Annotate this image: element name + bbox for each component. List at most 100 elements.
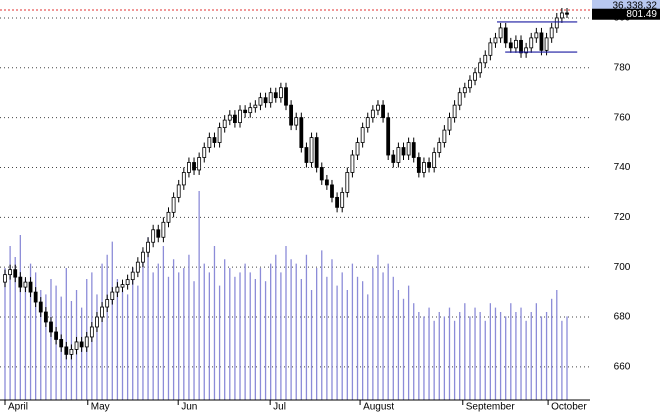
candle-body bbox=[69, 349, 74, 355]
candle-body bbox=[549, 27, 554, 39]
candle-body bbox=[524, 47, 529, 54]
candle-body bbox=[33, 291, 38, 303]
candle-body bbox=[64, 346, 69, 355]
candle-body bbox=[54, 331, 58, 340]
candle-body bbox=[452, 104, 457, 119]
candle-body bbox=[207, 137, 212, 148]
candle-body bbox=[473, 72, 477, 81]
candle-body bbox=[38, 301, 43, 313]
candle-body bbox=[268, 92, 273, 104]
candle-body bbox=[319, 167, 324, 181]
candle-body bbox=[84, 336, 89, 348]
candle-body bbox=[115, 286, 120, 293]
candle-body bbox=[304, 147, 309, 163]
candle-body bbox=[503, 27, 508, 44]
candle-body bbox=[519, 39, 523, 54]
y-tick-label: 780 bbox=[614, 62, 631, 73]
candle-body bbox=[202, 147, 207, 158]
x-tick-label: September bbox=[466, 402, 516, 412]
candle-body bbox=[422, 162, 426, 173]
candle-body bbox=[335, 196, 339, 208]
candle-body bbox=[330, 184, 334, 198]
candle-body bbox=[396, 147, 401, 163]
candle-body bbox=[554, 17, 559, 29]
candle-body bbox=[457, 92, 462, 106]
candle-body bbox=[79, 341, 84, 348]
candle-body bbox=[95, 316, 99, 328]
candle-body bbox=[278, 87, 283, 99]
candle-body bbox=[299, 117, 304, 148]
candle-body bbox=[401, 147, 406, 156]
candle-body bbox=[130, 271, 135, 281]
candle-body bbox=[376, 104, 380, 111]
candle-body bbox=[294, 117, 299, 126]
candle-body bbox=[166, 211, 171, 223]
candle-body bbox=[217, 127, 222, 143]
x-tick-label: Jun bbox=[181, 402, 197, 412]
last-value-label: 801.49 bbox=[626, 9, 657, 20]
candle-body bbox=[233, 114, 237, 124]
candle-body bbox=[197, 157, 202, 171]
candle-body bbox=[120, 284, 125, 288]
candle-body bbox=[253, 104, 258, 109]
x-tick-label: April bbox=[8, 402, 28, 412]
y-tick-label: 700 bbox=[614, 262, 631, 273]
candle-body bbox=[161, 221, 166, 238]
candle-body bbox=[13, 269, 18, 278]
candle-body bbox=[248, 107, 253, 114]
candle-body bbox=[289, 104, 294, 126]
candle-body bbox=[146, 241, 150, 253]
candle-body bbox=[28, 281, 33, 293]
candle-body bbox=[391, 154, 396, 163]
candle-body bbox=[49, 321, 53, 333]
candle-body bbox=[478, 62, 483, 74]
candle-body bbox=[386, 117, 391, 156]
candle-body bbox=[437, 142, 442, 153]
candle-body bbox=[89, 326, 94, 338]
y-tick-label: 720 bbox=[614, 212, 631, 223]
candle-body bbox=[498, 27, 503, 39]
candle-body bbox=[381, 104, 385, 119]
candle-body bbox=[105, 299, 110, 308]
candle-body bbox=[23, 281, 28, 288]
candle-body bbox=[529, 37, 534, 49]
candle-body bbox=[273, 92, 278, 99]
candle-body bbox=[135, 261, 140, 273]
candle-body bbox=[483, 54, 488, 64]
candle-body bbox=[447, 117, 452, 131]
y-tick-label: 760 bbox=[614, 112, 631, 123]
candle-body bbox=[18, 276, 23, 288]
candle-body bbox=[442, 129, 447, 143]
candle-body bbox=[565, 12, 569, 15]
candle-body bbox=[222, 119, 227, 129]
candle-body bbox=[192, 162, 196, 171]
x-tick-label: August bbox=[363, 402, 394, 412]
candle-body bbox=[360, 127, 365, 143]
candle-body bbox=[345, 172, 350, 193]
candle-body bbox=[488, 42, 493, 56]
candle-body bbox=[8, 269, 13, 276]
candle-body bbox=[432, 152, 437, 168]
candle-body bbox=[468, 79, 472, 89]
candle-body bbox=[125, 279, 130, 286]
candle-body bbox=[370, 109, 375, 119]
candle-body bbox=[365, 117, 370, 129]
y-tick-label: 680 bbox=[614, 312, 631, 323]
candle-body bbox=[176, 184, 181, 198]
candle-body bbox=[243, 109, 248, 114]
candle-body bbox=[110, 291, 115, 300]
candle-body bbox=[411, 142, 416, 158]
candle-body bbox=[340, 191, 345, 208]
candle-body bbox=[559, 12, 564, 19]
candle-body bbox=[227, 114, 232, 121]
candle-body bbox=[181, 172, 186, 186]
candle-body bbox=[187, 162, 191, 173]
candle-body bbox=[406, 142, 411, 156]
candle-body bbox=[544, 37, 549, 51]
candle-body bbox=[151, 229, 156, 243]
candle-body bbox=[355, 142, 360, 156]
candle-body bbox=[350, 154, 355, 173]
candle-body bbox=[508, 42, 513, 49]
candle-body bbox=[74, 341, 79, 350]
